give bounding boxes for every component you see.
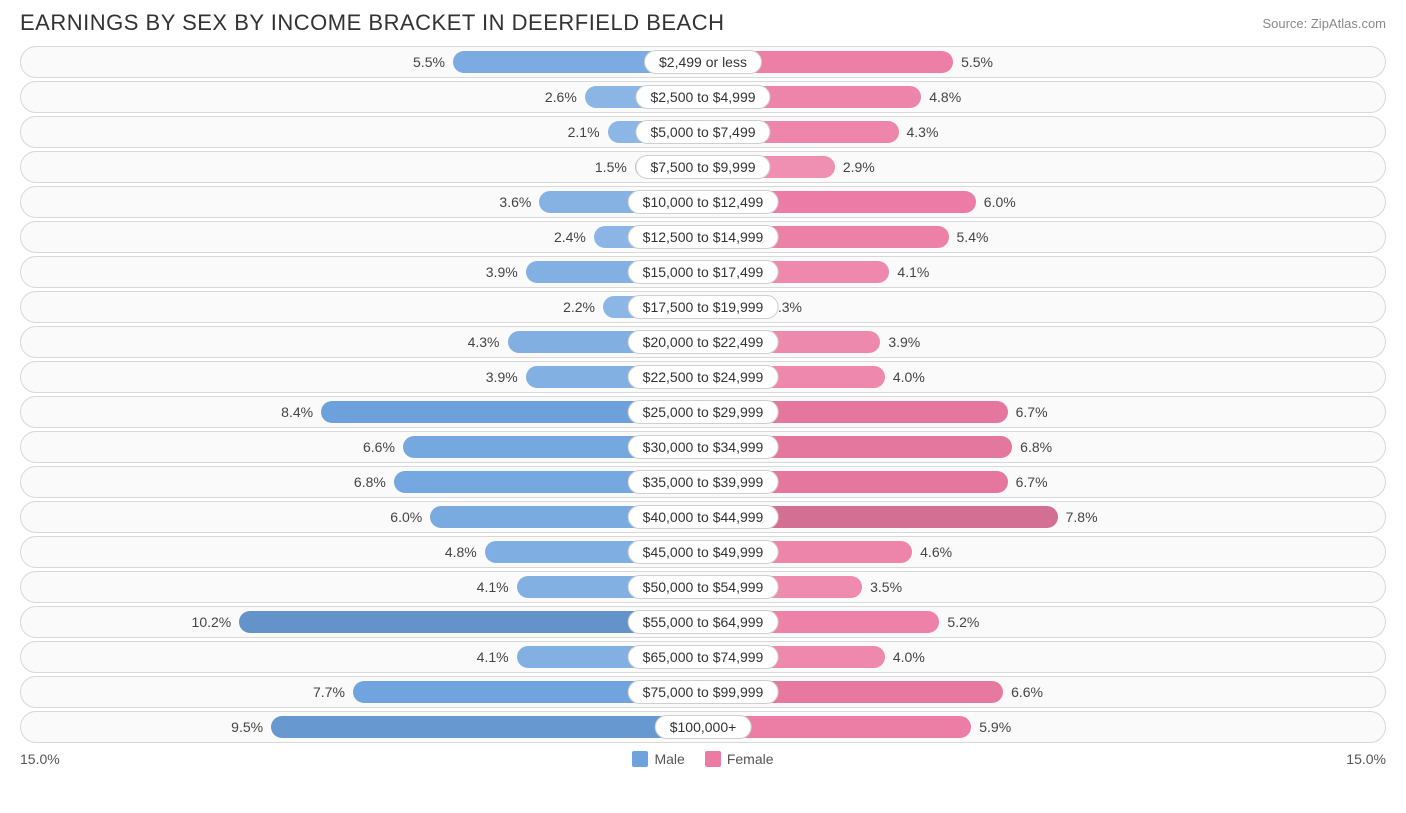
value-label-male: 4.8% xyxy=(445,544,477,560)
bracket-label: $22,500 to $24,999 xyxy=(628,365,779,389)
value-label-male: 6.6% xyxy=(363,439,395,455)
value-label-male: 4.3% xyxy=(468,334,500,350)
bracket-label: $100,000+ xyxy=(655,715,752,739)
bracket-label: $2,500 to $4,999 xyxy=(635,85,770,109)
value-label-female: 4.0% xyxy=(893,369,925,385)
bracket-label: $45,000 to $49,999 xyxy=(628,540,779,564)
value-label-male: 3.9% xyxy=(486,264,518,280)
bracket-label: $30,000 to $34,999 xyxy=(628,435,779,459)
value-label-male: 6.8% xyxy=(354,474,386,490)
value-label-male: 2.4% xyxy=(554,229,586,245)
bar-row: 9.5% 5.9% $100,000+ xyxy=(20,711,1386,743)
value-label-female: 2.9% xyxy=(843,159,875,175)
bracket-label: $55,000 to $64,999 xyxy=(628,610,779,634)
bar-row: 6.0% 7.8% $40,000 to $44,999 xyxy=(20,501,1386,533)
bracket-label: $50,000 to $54,999 xyxy=(628,575,779,599)
bracket-label: $65,000 to $74,999 xyxy=(628,645,779,669)
legend-label-female: Female xyxy=(727,751,774,767)
bracket-label: $40,000 to $44,999 xyxy=(628,505,779,529)
value-label-male: 4.1% xyxy=(477,579,509,595)
bracket-label: $20,000 to $22,499 xyxy=(628,330,779,354)
value-label-female: 6.0% xyxy=(984,194,1016,210)
value-label-female: 6.7% xyxy=(1016,474,1048,490)
bracket-label: $12,500 to $14,999 xyxy=(628,225,779,249)
value-label-female: 5.9% xyxy=(979,719,1011,735)
value-label-male: 2.1% xyxy=(568,124,600,140)
bracket-label: $10,000 to $12,499 xyxy=(628,190,779,214)
bar-row: 4.8% 4.6% $45,000 to $49,999 xyxy=(20,536,1386,568)
value-label-female: 5.2% xyxy=(947,614,979,630)
legend-label-male: Male xyxy=(654,751,684,767)
bracket-label: $75,000 to $99,999 xyxy=(628,680,779,704)
bracket-label: $25,000 to $29,999 xyxy=(628,400,779,424)
bar-row: 4.3% 3.9% $20,000 to $22,499 xyxy=(20,326,1386,358)
value-label-male: 8.4% xyxy=(281,404,313,420)
axis-max-right: 15.0% xyxy=(1346,751,1386,767)
value-label-male: 3.9% xyxy=(486,369,518,385)
value-label-male: 6.0% xyxy=(390,509,422,525)
value-label-female: 6.7% xyxy=(1016,404,1048,420)
value-label-female: 3.5% xyxy=(870,579,902,595)
value-label-female: 7.8% xyxy=(1066,509,1098,525)
value-label-male: 4.1% xyxy=(477,649,509,665)
chart-source: Source: ZipAtlas.com xyxy=(1262,16,1386,31)
bar-row: 3.9% 4.0% $22,500 to $24,999 xyxy=(20,361,1386,393)
bar-row: 2.1% 4.3% $5,000 to $7,499 xyxy=(20,116,1386,148)
bar-row: 4.1% 3.5% $50,000 to $54,999 xyxy=(20,571,1386,603)
bracket-label: $7,500 to $9,999 xyxy=(635,155,770,179)
bar-row: 6.8% 6.7% $35,000 to $39,999 xyxy=(20,466,1386,498)
legend-item-male: Male xyxy=(632,751,684,767)
chart-title: EARNINGS BY SEX BY INCOME BRACKET IN DEE… xyxy=(20,10,725,36)
value-label-female: 6.6% xyxy=(1011,684,1043,700)
legend: Male Female xyxy=(632,751,773,767)
value-label-male: 5.5% xyxy=(413,54,445,70)
value-label-female: 4.8% xyxy=(929,89,961,105)
bar-row: 2.2%1.3%$17,500 to $19,999 xyxy=(20,291,1386,323)
bar-row: 6.6% 6.8% $30,000 to $34,999 xyxy=(20,431,1386,463)
bracket-label: $17,500 to $19,999 xyxy=(628,295,779,319)
value-label-male: 3.6% xyxy=(499,194,531,210)
value-label-male: 1.5% xyxy=(595,159,627,175)
axis-max-left: 15.0% xyxy=(20,751,60,767)
bracket-label: $35,000 to $39,999 xyxy=(628,470,779,494)
legend-swatch-male xyxy=(632,751,648,767)
chart-footer: 15.0% Male Female 15.0% xyxy=(20,751,1386,767)
legend-swatch-female xyxy=(705,751,721,767)
bar-row: 3.9% 4.1% $15,000 to $17,499 xyxy=(20,256,1386,288)
legend-item-female: Female xyxy=(705,751,774,767)
bar-row: 3.6% 6.0% $10,000 to $12,499 xyxy=(20,186,1386,218)
value-label-male: 10.2% xyxy=(192,614,232,630)
chart-header: EARNINGS BY SEX BY INCOME BRACKET IN DEE… xyxy=(20,10,1386,36)
bracket-label: $5,000 to $7,499 xyxy=(635,120,770,144)
value-label-female: 3.9% xyxy=(888,334,920,350)
bar-row: 10.2% 5.2% $55,000 to $64,999 xyxy=(20,606,1386,638)
value-label-female: 4.1% xyxy=(897,264,929,280)
value-label-female: 4.0% xyxy=(893,649,925,665)
bar-row: 4.1% 4.0% $65,000 to $74,999 xyxy=(20,641,1386,673)
value-label-female: 4.3% xyxy=(907,124,939,140)
bracket-label: $15,000 to $17,499 xyxy=(628,260,779,284)
bar-row: 5.5% 5.5% $2,499 or less xyxy=(20,46,1386,78)
value-label-female: 6.8% xyxy=(1020,439,1052,455)
value-label-male: 9.5% xyxy=(231,719,263,735)
bracket-label: $2,499 or less xyxy=(644,50,762,74)
bar-row: 7.7% 6.6% $75,000 to $99,999 xyxy=(20,676,1386,708)
value-label-female: 4.6% xyxy=(920,544,952,560)
bar-male: 9.5% xyxy=(271,716,703,738)
value-label-male: 2.2% xyxy=(563,299,595,315)
bar-row: 2.4% 5.4% $12,500 to $14,999 xyxy=(20,221,1386,253)
bar-row: 2.6% 4.8% $2,500 to $4,999 xyxy=(20,81,1386,113)
value-label-male: 7.7% xyxy=(313,684,345,700)
diverging-bar-chart: 5.5% 5.5% $2,499 or less 2.6% 4.8% $2,500 to … xyxy=(20,46,1386,743)
value-label-female: 5.4% xyxy=(957,229,989,245)
bar-row: 8.4% 6.7% $25,000 to $29,999 xyxy=(20,396,1386,428)
value-label-male: 2.6% xyxy=(545,89,577,105)
bar-row: 1.5% 2.9% $7,500 to $9,999 xyxy=(20,151,1386,183)
value-label-female: 5.5% xyxy=(961,54,993,70)
